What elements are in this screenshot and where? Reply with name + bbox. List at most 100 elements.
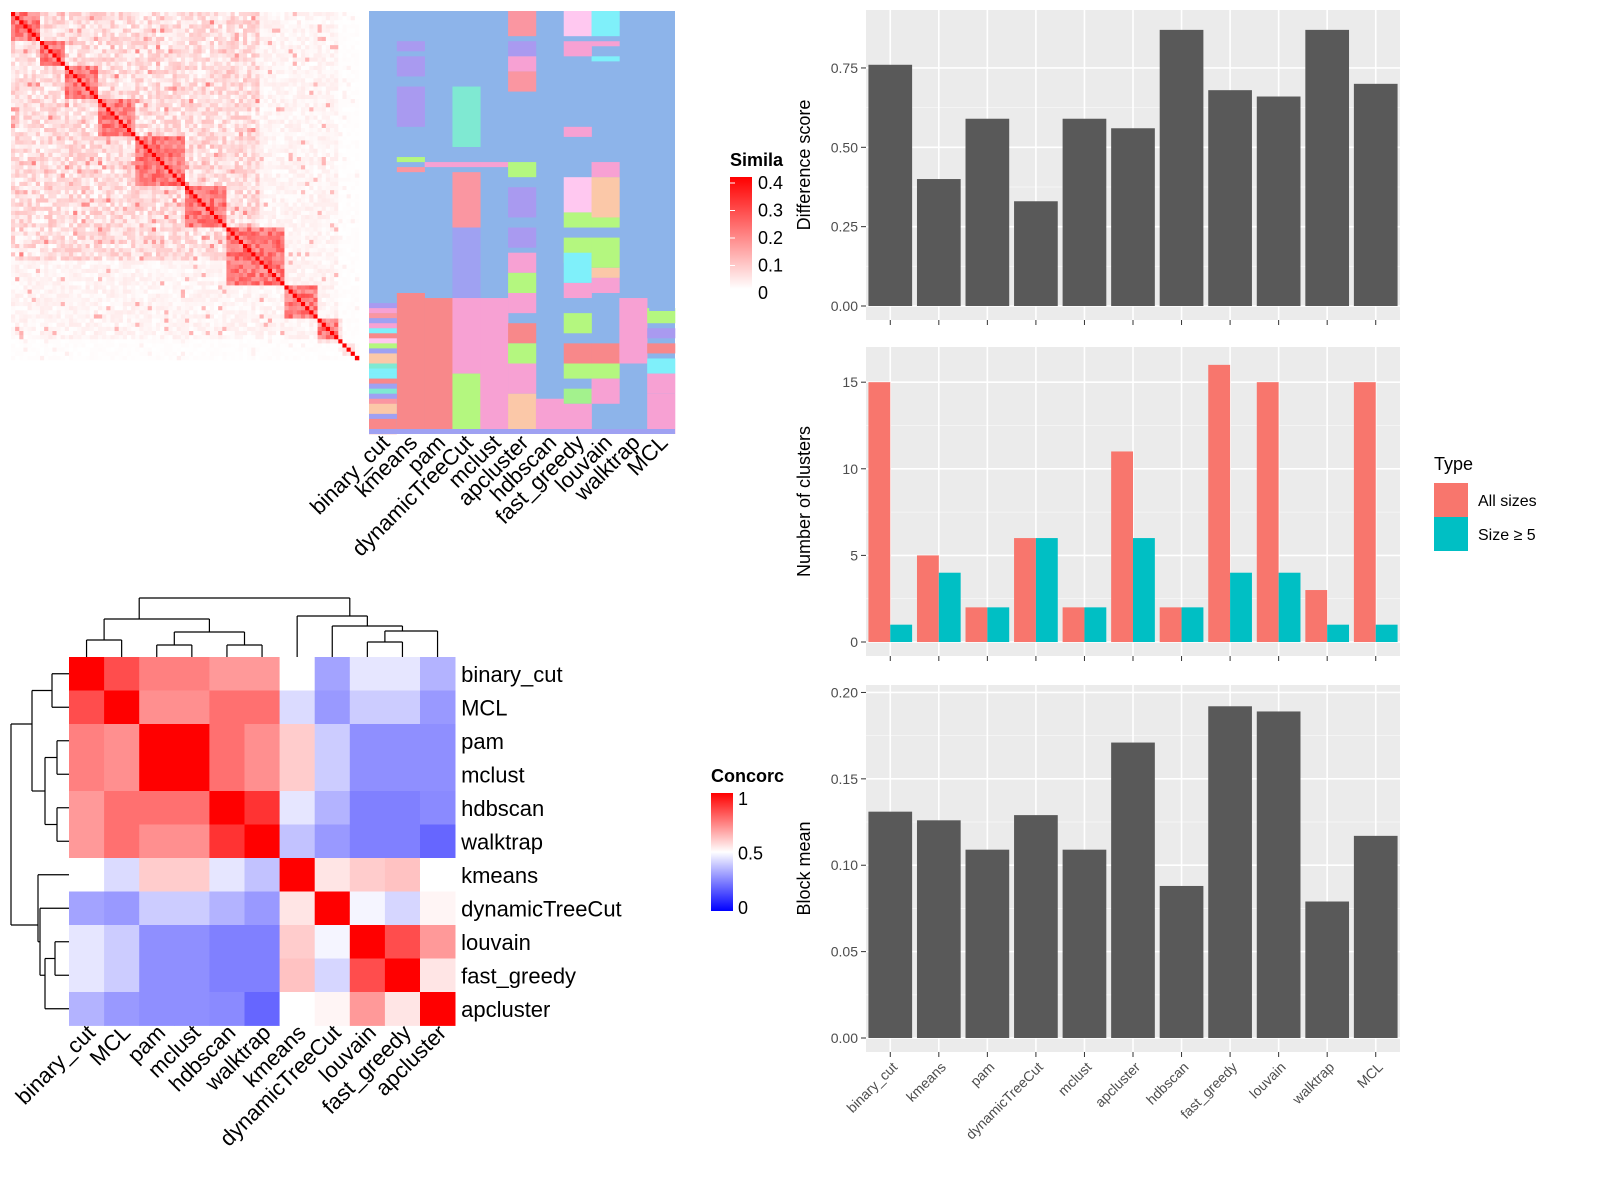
similarity-cell: [15, 16, 20, 21]
similarity-cell: [102, 115, 107, 121]
similarity-cell: [156, 132, 161, 137]
similarity-cell: [201, 82, 207, 87]
similarity-cell: [93, 227, 99, 232]
similarity-cell: [118, 202, 124, 208]
similarity-cell: [118, 231, 124, 237]
similarity-cell: [226, 173, 231, 179]
similarity-cell: [189, 223, 194, 228]
similarity-cell: [135, 61, 140, 67]
similarity-cell: [139, 41, 144, 46]
similarity-cell: [342, 152, 347, 158]
similarity-cell: [23, 128, 28, 133]
similarity-cell: [156, 12, 161, 17]
similarity-cell: [93, 190, 99, 195]
similarity-cell: [147, 140, 153, 145]
similarity-cell: [44, 57, 49, 63]
similarity-cell: [243, 140, 248, 145]
similarity-cell: [280, 74, 285, 79]
similarity-cell: [197, 132, 202, 137]
similarity-cell: [164, 152, 169, 158]
similarity-cell: [218, 32, 223, 38]
similarity-cell: [185, 99, 190, 104]
similarity-cell: [143, 256, 149, 261]
similarity-cell: [267, 198, 273, 203]
similarity-cell: [156, 123, 161, 129]
similarity-cell: [176, 136, 182, 141]
similarity-cell: [114, 107, 120, 112]
similarity-cell: [168, 45, 173, 50]
similarity-cell: [325, 169, 331, 174]
similarity-cell: [27, 36, 33, 42]
similarity-cell: [230, 194, 236, 199]
similarity-cell: [251, 244, 256, 249]
similarity-cell: [64, 227, 70, 232]
similarity-cell: [197, 65, 202, 71]
similarity-cell: [89, 181, 95, 187]
similarity-cell: [127, 157, 132, 162]
similarity-cell: [147, 82, 153, 87]
similarity-cell: [230, 119, 236, 125]
similarity-cell: [205, 45, 211, 50]
similarity-cell: [263, 61, 269, 67]
similarity-cell: [15, 90, 20, 96]
similarity-cell: [330, 235, 335, 241]
similarity-cell: [230, 202, 236, 208]
similarity-cell: [85, 32, 91, 38]
similarity-cell: [238, 61, 244, 67]
similarity-cell: [44, 90, 49, 96]
similarity-cell: [197, 86, 202, 92]
similarity-cell: [56, 223, 62, 228]
similarity-cell: [189, 177, 194, 183]
similarity-cell: [251, 20, 256, 25]
similarity-cell: [176, 99, 182, 104]
similarity-cell: [156, 61, 161, 67]
similarity-cell: [247, 169, 252, 174]
similarity-cell: [40, 231, 45, 237]
similarity-cell: [288, 248, 294, 253]
similarity-cell: [77, 128, 82, 133]
similarity-cell: [234, 206, 240, 212]
similarity-cell: [73, 177, 78, 183]
similarity-cell: [346, 111, 352, 116]
similarity-cell: [102, 165, 107, 170]
similarity-cell: [56, 152, 62, 158]
similarity-cell: [317, 198, 323, 203]
similarity-cell: [354, 82, 360, 87]
similarity-cell: [122, 78, 128, 83]
similarity-cell: [205, 28, 211, 34]
similarity-cell: [226, 235, 231, 241]
similarity-cell: [31, 132, 37, 137]
similarity-cell: [330, 227, 335, 232]
similarity-cell: [296, 198, 302, 203]
similarity-cell: [193, 169, 198, 174]
similarity-cell: [176, 256, 182, 261]
similarity-cell: [60, 173, 66, 179]
similarity-cell: [64, 144, 70, 150]
similarity-cell: [334, 78, 339, 83]
similarity-cell: [168, 65, 173, 71]
similarity-cell: [23, 70, 28, 75]
similarity-cell: [330, 20, 335, 25]
similarity-cell: [73, 94, 78, 100]
similarity-cell: [89, 111, 95, 116]
similarity-cell: [338, 157, 343, 162]
similarity-cell: [15, 94, 20, 100]
similarity-cell: [296, 202, 302, 208]
similarity-cell: [201, 103, 207, 108]
similarity-cell: [263, 65, 269, 71]
similarity-cell: [31, 161, 37, 166]
similarity-cell: [27, 103, 33, 108]
similarity-cell: [89, 82, 95, 87]
similarity-cell: [102, 148, 107, 154]
similarity-cell: [52, 202, 57, 208]
similarity-cell: [234, 82, 240, 87]
similarity-cell: [301, 181, 306, 187]
similarity-cell: [292, 157, 298, 162]
similarity-cell: [23, 82, 28, 87]
similarity-cell: [52, 12, 57, 17]
similarity-cell: [259, 115, 265, 121]
similarity-cell: [334, 157, 339, 162]
similarity-cell: [255, 99, 260, 104]
similarity-cell: [31, 152, 37, 158]
similarity-cell: [334, 165, 339, 170]
